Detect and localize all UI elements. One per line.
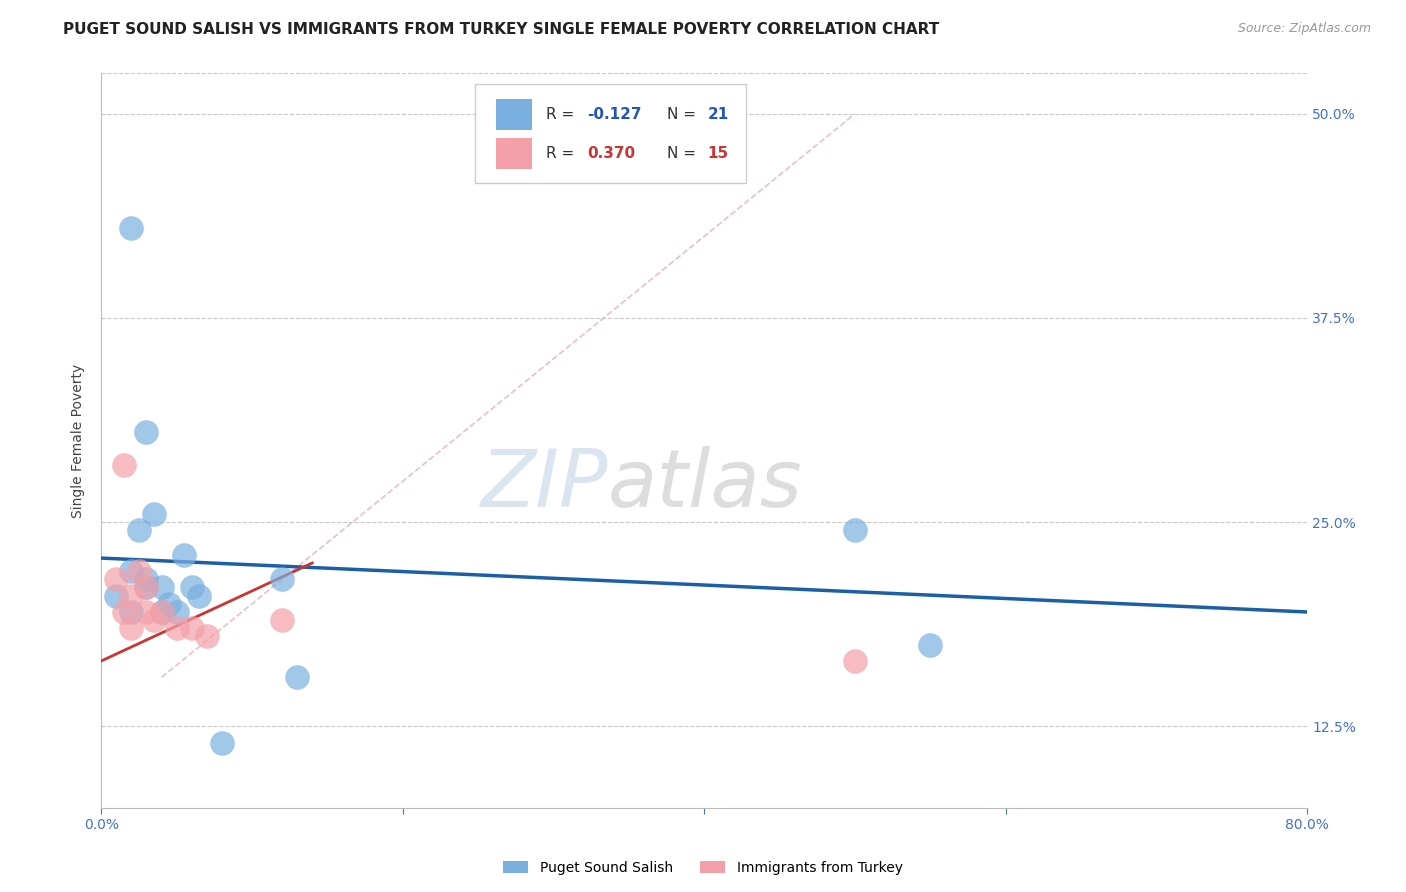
Point [120,621,142,635]
Text: R =: R = [546,107,579,121]
Point [135,572,157,586]
Point [128,524,150,538]
Point [844,524,866,538]
Point [128,564,150,578]
Text: R =: R = [546,145,579,161]
Point [285,670,308,684]
Point [112,605,135,619]
Point [150,605,173,619]
Text: atlas: atlas [607,446,803,524]
Text: 21: 21 [707,107,730,121]
Point [120,605,142,619]
Point [844,654,866,668]
Point [135,605,157,619]
Point [188,589,211,603]
Y-axis label: Single Female Poverty: Single Female Poverty [72,363,86,517]
Point [112,458,135,472]
Point [105,572,128,586]
Point [143,507,166,521]
Point [173,548,195,562]
Point [180,621,202,635]
Point [150,581,173,595]
Point [271,613,294,627]
Point [143,613,166,627]
Point [135,581,157,595]
Bar [495,99,531,129]
Point [271,572,294,586]
Point [195,630,218,644]
Text: N =: N = [666,145,700,161]
Text: -0.127: -0.127 [588,107,641,121]
Text: N =: N = [666,107,700,121]
Point [166,605,188,619]
Point [180,581,202,595]
Point [135,425,157,440]
Point [211,736,233,750]
Point [920,638,942,652]
Legend: Puget Sound Salish, Immigrants from Turkey: Puget Sound Salish, Immigrants from Turk… [498,855,908,880]
Point [157,597,180,611]
Text: PUGET SOUND SALISH VS IMMIGRANTS FROM TURKEY SINGLE FEMALE POVERTY CORRELATION C: PUGET SOUND SALISH VS IMMIGRANTS FROM TU… [63,22,939,37]
FancyBboxPatch shape [475,84,747,183]
Point [150,605,173,619]
Bar [495,137,531,169]
Text: ZIP: ZIP [481,446,607,524]
Text: Source: ZipAtlas.com: Source: ZipAtlas.com [1237,22,1371,36]
Point [120,589,142,603]
Text: 0.370: 0.370 [588,145,636,161]
Point [120,564,142,578]
Point [120,221,142,235]
Text: 15: 15 [707,145,728,161]
Point [135,581,157,595]
Point [105,589,128,603]
Point [166,621,188,635]
